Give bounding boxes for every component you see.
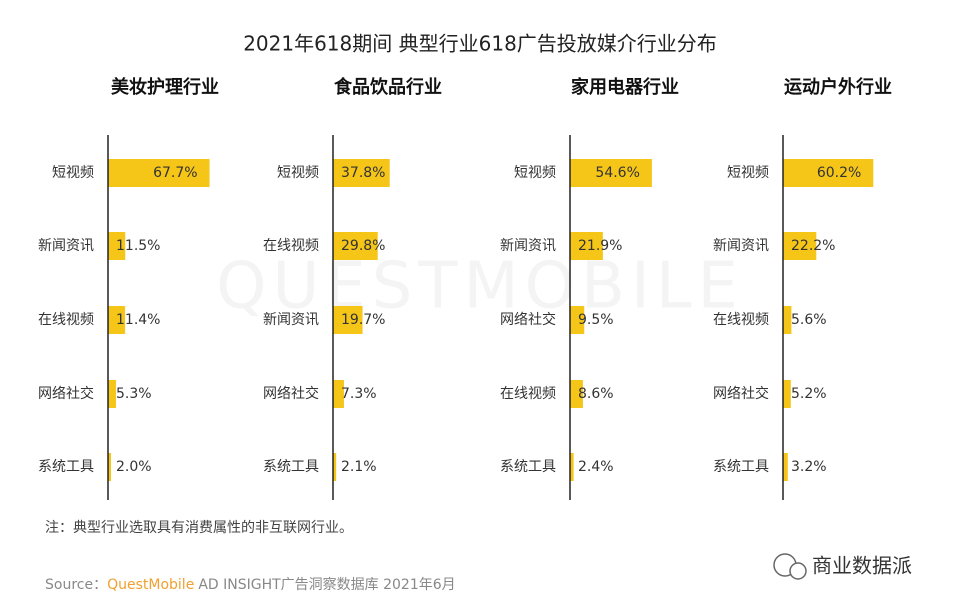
category-label: 网络社交 [500, 311, 556, 328]
bar [333, 453, 337, 481]
panel-title: 家用电器行业 [571, 76, 679, 98]
bar [570, 159, 652, 187]
chart-title: 2021年618期间 典型行业618广告投放媒介行业分布 [243, 32, 717, 56]
value-label: 9.5% [578, 312, 614, 328]
value-label: 22.2% [791, 238, 835, 254]
value-label: 29.8% [341, 238, 385, 254]
value-label: 2.4% [578, 459, 614, 475]
value-label: 7.3% [341, 386, 377, 402]
category-label: 新闻资讯 [263, 312, 319, 328]
value-label: 54.6% [595, 165, 639, 181]
bar [570, 232, 603, 260]
bar [333, 159, 390, 187]
category-label: 短视频 [514, 165, 556, 181]
badge: 商业数据派 [812, 554, 912, 578]
category-label: 短视频 [277, 165, 319, 181]
badge-icon [773, 553, 807, 580]
bar [570, 380, 583, 408]
value-label: 5.3% [116, 386, 152, 402]
bar [783, 232, 817, 260]
category-label: 网络社交 [38, 385, 94, 402]
category-label: 在线视频 [263, 238, 319, 254]
source-label: Source： [45, 577, 107, 593]
category-label: 网络社交 [713, 385, 769, 402]
panel-title: 食品饮品行业 [333, 76, 442, 98]
note: 注：典型行业选取具有消费属性的非互联网行业。 [45, 520, 353, 536]
category-label: 在线视频 [38, 312, 94, 328]
value-label: 19.7% [341, 312, 385, 328]
category-label: 系统工具 [38, 459, 94, 475]
panel-title: 美妆护理行业 [111, 76, 219, 98]
category-label: 短视频 [52, 165, 94, 181]
category-label: 系统工具 [263, 459, 319, 475]
source: Source：QuestMobile AD INSIGHT广告洞察数据库 2021… [45, 576, 456, 593]
category-label: 在线视频 [500, 386, 556, 402]
category-label: 网络社交 [263, 385, 319, 402]
bar [783, 453, 788, 481]
bar [783, 380, 791, 408]
bar [108, 232, 126, 260]
panel-title: 运动户外行业 [784, 76, 892, 98]
value-label: 11.5% [116, 238, 160, 254]
bar [108, 380, 116, 408]
source-text: AD INSIGHT广告洞察数据库 2021年6月 [198, 576, 455, 593]
bar [333, 232, 378, 260]
bar [333, 380, 344, 408]
watermark: QUESTMOBILE [216, 250, 744, 324]
bar [108, 159, 210, 187]
value-label: 67.7% [153, 165, 197, 181]
category-label: 新闻资讯 [713, 238, 769, 254]
value-label: 5.2% [791, 386, 827, 402]
source-brand: QuestMobile [107, 577, 194, 593]
bar [108, 453, 111, 481]
value-label: 37.8% [341, 165, 385, 181]
bar [570, 306, 585, 334]
value-label: 3.2% [791, 459, 827, 475]
value-label: 2.1% [341, 459, 377, 475]
category-label: 系统工具 [500, 459, 556, 475]
value-label: 5.6% [791, 312, 827, 328]
bar [108, 306, 126, 334]
category-label: 短视频 [727, 165, 769, 181]
bar [570, 453, 574, 481]
value-label: 11.4% [116, 312, 160, 328]
category-label: 新闻资讯 [500, 238, 556, 254]
bar [333, 306, 363, 334]
category-label: 系统工具 [713, 459, 769, 475]
bar [783, 159, 874, 187]
category-label: 新闻资讯 [38, 238, 94, 254]
value-label: 21.9% [578, 238, 622, 254]
bar [783, 306, 792, 334]
value-label: 8.6% [578, 386, 614, 402]
value-label: 2.0% [116, 459, 152, 475]
category-label: 在线视频 [713, 312, 769, 328]
value-label: 60.2% [817, 165, 861, 181]
